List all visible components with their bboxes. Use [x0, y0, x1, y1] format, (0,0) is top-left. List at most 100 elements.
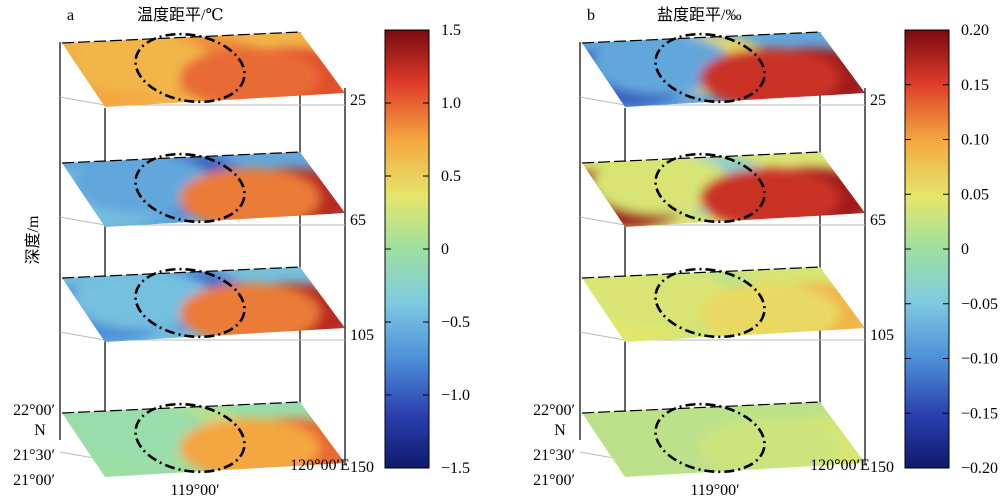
region-ellipse [654, 152, 766, 224]
region-ellipse [654, 402, 766, 474]
colorbar-tick-label: 0.10 [961, 132, 989, 149]
colorbar-tick-label: 0.05 [961, 186, 989, 203]
panel-title: 温度距平/℃ [137, 6, 223, 24]
panel-title: 盐度距平/‰ [657, 6, 741, 24]
anomaly-field [62, 404, 345, 477]
y-tick: 21°30′ [533, 447, 575, 464]
region-ellipse [134, 152, 246, 224]
colorbar-tick-label: 0.20 [961, 22, 989, 39]
anomaly-patch [179, 418, 320, 477]
region-ellipse [134, 32, 246, 104]
layer-105 [581, 266, 865, 342]
colorbar-gradient [384, 29, 430, 469]
y-tick: 22°00′ [533, 402, 575, 419]
layer-surface [582, 32, 865, 107]
colorbar: 0.20 0.15 0.10 0.05 0 −0.05 −0.10 −0.15 −0.20 [904, 22, 998, 477]
y-axis-label: N [34, 422, 46, 439]
colorbar-tick-label: −1.5 [441, 460, 470, 477]
depth-tick: 150 [870, 459, 894, 476]
colorbar-tick-label: 0 [961, 241, 969, 258]
anomaly-patch [179, 168, 320, 227]
anomaly-patch [699, 418, 840, 477]
depth-tick: 25 [870, 92, 886, 109]
anomaly-patch [592, 34, 733, 95]
anomaly-patch [179, 283, 320, 342]
grid-line [59, 331, 106, 341]
y-axis-label: N [554, 422, 566, 439]
region-ellipse [134, 402, 246, 474]
depth-tick: 150 [350, 459, 374, 476]
anomaly-patch [72, 34, 213, 95]
colorbar-tick-label: 0.15 [961, 77, 989, 94]
layer-surface [582, 267, 865, 342]
anomaly-patch [72, 154, 213, 215]
y-tick: 21°00′ [13, 472, 55, 489]
region-ellipse [654, 267, 766, 339]
anomaly-patch [72, 404, 213, 465]
colorbar-tick-label: −0.5 [441, 314, 470, 331]
depth-tick: 105 [870, 327, 894, 344]
layer-edge [581, 31, 821, 44]
anomaly-patch [592, 154, 733, 215]
colorbar-tick-label: −0.20 [961, 460, 998, 477]
anomaly-patch [72, 269, 213, 330]
layer-edge [581, 401, 821, 414]
x-tick: 120°00′E [810, 457, 870, 474]
layer-surface [62, 152, 345, 227]
anomaly-patch [699, 168, 840, 227]
colorbar-tick-label: −1.0 [441, 387, 470, 404]
y-tick: 22°00′ [13, 402, 55, 419]
colorbar-tick-label: 0 [441, 241, 449, 258]
grid-line [59, 96, 106, 106]
z-axis-label: 深度/m [24, 215, 42, 264]
colorbar-tick-label: −0.10 [961, 351, 998, 368]
anomaly-patch [699, 48, 840, 107]
layer-105 [61, 266, 345, 342]
colorbar-tick-label: 0.5 [441, 168, 461, 185]
depth-tick: 65 [870, 212, 886, 229]
layer-surface [62, 32, 345, 107]
panel-a: 25 65 105 150 a 温度距平/℃ 119°00′ 120°00′E 22°00′ 21… [13, 6, 470, 499]
colorbar-tick-label: −0.15 [961, 405, 998, 422]
depth-tick: 105 [350, 327, 374, 344]
colorbar-tick-label: −0.05 [961, 296, 998, 313]
colorbar: 1.5 1.0 0.5 0 −0.5 −1.0 −1.5 [384, 22, 470, 477]
depth-tick: 65 [350, 212, 366, 229]
colorbar-gradient [904, 29, 950, 469]
x-tick: 119°00′ [170, 482, 219, 499]
anomaly-patch [179, 48, 320, 107]
anomaly-patch [592, 269, 733, 330]
layer-edge [61, 401, 301, 414]
colorbar-tick-label: 1.5 [441, 22, 461, 39]
panel-b: 25 65 105 150 b 盐度距平/‰ 119°00′ 120°00′E 22°00′ 21… [533, 6, 998, 499]
grid-line [579, 331, 626, 341]
x-tick: 120°00′E [290, 457, 350, 474]
layer-surface [582, 152, 865, 227]
layer-25 [581, 31, 865, 107]
panel-label: a [67, 7, 74, 24]
anomaly-patch [699, 283, 840, 342]
layer-surface [62, 402, 345, 477]
y-tick: 21°00′ [533, 472, 575, 489]
panel-label: b [587, 7, 595, 24]
anomaly-patch [592, 404, 733, 465]
colorbar-tick-label: 1.0 [441, 95, 461, 112]
layer-edge [61, 31, 301, 44]
layer-25 [61, 31, 345, 107]
layer-65 [581, 151, 865, 227]
layer-65 [61, 151, 345, 227]
depth-tick: 25 [350, 92, 366, 109]
x-tick: 119°00′ [690, 482, 739, 499]
layer-150 [61, 401, 345, 477]
layer-edge [61, 266, 301, 279]
y-tick: 21°30′ [13, 447, 55, 464]
region-ellipse [654, 32, 766, 104]
layer-edge [581, 151, 821, 164]
layer-edge [581, 266, 821, 279]
grid-line [59, 216, 106, 226]
layer-edge [61, 151, 301, 164]
grid-line [579, 96, 626, 106]
region-ellipse [134, 267, 246, 339]
grid-line [579, 216, 626, 226]
